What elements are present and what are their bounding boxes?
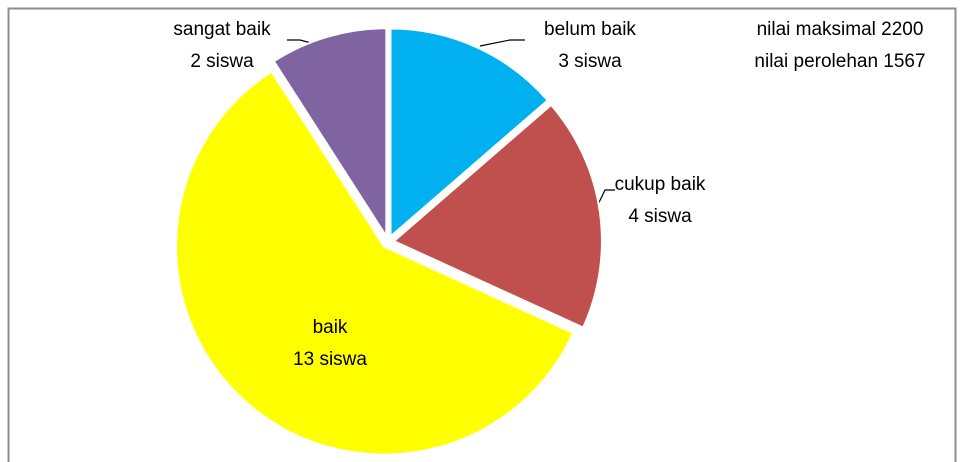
data-label: 4 siswa: [628, 206, 692, 227]
pie-slice: [392, 103, 603, 329]
annotation: nilai maksimal 2200: [757, 19, 924, 40]
slice-label: cukup baik: [615, 174, 706, 195]
slice-label: belum baik: [544, 19, 636, 40]
data-label: 13 siswa: [293, 349, 367, 370]
annotation: nilai perolehan 1567: [754, 51, 925, 72]
data-label: 3 siswa: [558, 51, 622, 72]
pie-slice: [389, 27, 550, 239]
slice-label: sangat baik: [173, 19, 271, 40]
chart-frame: [7, 7, 957, 462]
pie-slice: [175, 70, 575, 456]
slice-label: baik: [313, 317, 348, 338]
data-label: 2 siswa: [190, 51, 254, 72]
leader-line: [479, 39, 525, 47]
pie-slice: [272, 27, 388, 240]
